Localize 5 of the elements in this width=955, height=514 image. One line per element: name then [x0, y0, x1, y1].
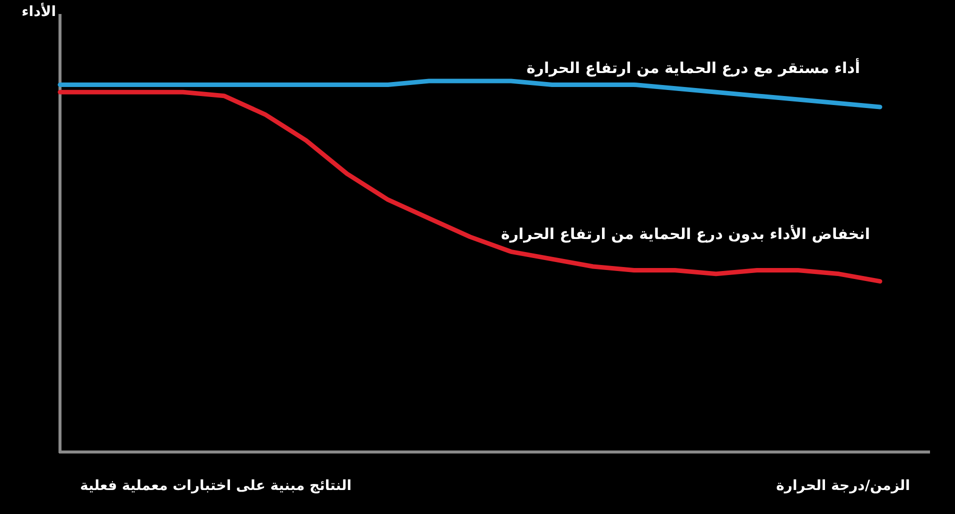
text: النتائج مبنية على اختبارات معملية فعلية [80, 478, 352, 494]
series-label: أداء مستقر مع درع الحماية من ارتفاع الحرارة [526, 58, 860, 77]
y-axis-title: الأداء [22, 4, 56, 20]
series-label: انخفاض الأداء بدون درع الحماية من ارتفاع الحرارة [501, 225, 870, 244]
x-axis-title: الزمن/درجة الحرارة [776, 478, 910, 494]
